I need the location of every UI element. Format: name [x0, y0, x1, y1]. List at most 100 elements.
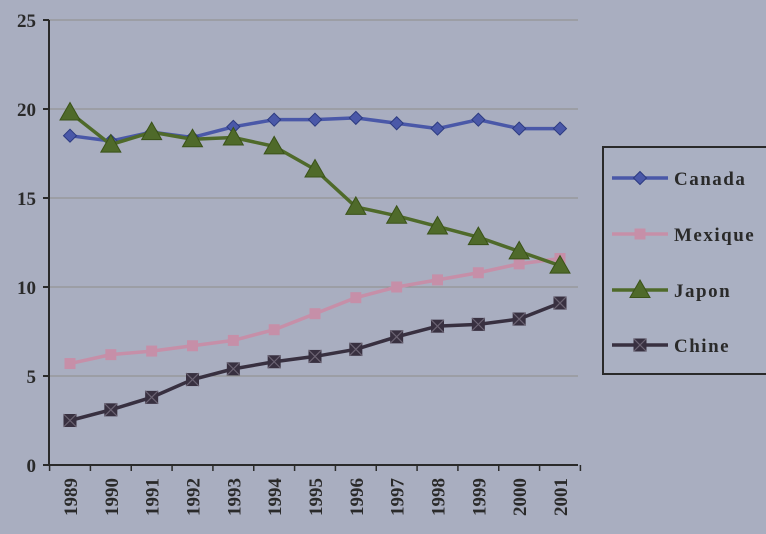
data-point [144, 390, 159, 405]
data-point [304, 158, 326, 178]
data-point [105, 349, 117, 361]
data-point-cross [185, 372, 200, 387]
data-point [59, 101, 81, 121]
data-point [634, 228, 646, 240]
data-point-cross [633, 338, 647, 352]
data-point-cross [144, 390, 159, 405]
x-tick-label: 1989 [61, 478, 82, 516]
data-point [471, 112, 486, 127]
x-tick-label: 1998 [429, 478, 450, 516]
legend: Canada Mexique Japon Chine [602, 146, 766, 375]
x-tick-label: 2001 [551, 478, 572, 516]
data-point [549, 254, 571, 274]
data-point [266, 112, 282, 127]
x-tick-label: 1993 [224, 478, 245, 516]
y-tick-label: 10 [17, 278, 36, 299]
legend-label: Canada [674, 169, 746, 190]
x-tick-label: 1997 [388, 478, 409, 517]
data-point-cross [430, 319, 445, 334]
data-point [513, 258, 525, 270]
data-point [350, 292, 362, 304]
legend-label: Chine [674, 336, 730, 357]
data-point-cross [308, 349, 322, 364]
data-point-cross [103, 402, 118, 417]
legend-entry-chine: Chine [612, 336, 730, 357]
x-tick-label: 1996 [347, 478, 368, 516]
legend-box [602, 146, 766, 375]
x-tick-label: 1995 [306, 478, 327, 516]
data-point [389, 329, 404, 344]
data-point [430, 319, 445, 334]
data-point [472, 267, 484, 279]
x-tick-label: 1999 [469, 478, 490, 516]
data-point [553, 296, 567, 310]
data-point [348, 110, 364, 126]
x-tick-label: 2000 [510, 478, 531, 516]
data-point-cross [389, 329, 404, 344]
legend-entry-mexique: Mexique [612, 225, 755, 246]
x-tick-labels: 1989 1990 1991 1992 1993 1994 1995 1996 1997 1998… [61, 478, 572, 517]
data-point-cross [348, 342, 363, 357]
data-point-cross [226, 361, 241, 376]
gridlines [49, 19, 578, 377]
data-point [471, 317, 486, 332]
x-tick-label: 1994 [265, 478, 286, 517]
data-point [62, 128, 78, 143]
data-point [344, 195, 367, 215]
x-tick-label: 1991 [143, 478, 164, 516]
data-point [308, 349, 322, 364]
data-point-cross [553, 296, 567, 310]
data-point [181, 128, 204, 148]
data-point [187, 340, 198, 352]
y-tick-label: 5 [27, 367, 37, 388]
legend-entry-canada: Canada [612, 169, 746, 190]
series-japon [59, 101, 571, 274]
data-point [185, 372, 200, 387]
data-point [99, 133, 122, 153]
x-tick-label: 1990 [102, 478, 123, 516]
data-point [512, 312, 527, 326]
y-tick-labels: 0 5 10 15 20 25 [17, 11, 36, 477]
data-point [140, 121, 163, 141]
series-chine [63, 296, 567, 428]
legend-label: Mexique [674, 225, 755, 246]
data-point [267, 354, 282, 369]
data-point [263, 135, 286, 155]
data-point [227, 334, 239, 346]
data-point [309, 308, 321, 320]
data-point [552, 121, 568, 136]
data-point [467, 226, 490, 246]
data-point [430, 121, 445, 136]
data-point [63, 413, 77, 428]
data-point [222, 126, 245, 146]
data-point [633, 338, 647, 352]
data-point [632, 170, 648, 186]
data-point [511, 121, 527, 136]
legend-label: Japon [674, 281, 731, 302]
data-point-cross [512, 312, 527, 326]
data-point [307, 112, 323, 127]
y-tick-label: 15 [17, 189, 36, 210]
data-point [226, 361, 241, 376]
data-point-cross [267, 354, 282, 369]
data-point [426, 215, 449, 235]
legend-entry-japon: Japon [612, 278, 731, 302]
data-point [348, 342, 363, 357]
data-point [508, 240, 531, 260]
y-tick-label: 20 [17, 100, 36, 121]
data-point [103, 402, 118, 417]
x-tick-label: 1992 [184, 478, 205, 516]
data-point-cross [63, 413, 77, 428]
data-point [146, 345, 158, 357]
data-point [629, 278, 651, 298]
data-point [432, 274, 443, 286]
data-point [385, 204, 408, 224]
series-group [59, 101, 571, 428]
data-point [391, 281, 403, 293]
y-tick-label: 0 [27, 456, 37, 477]
data-point [64, 358, 76, 370]
data-point-cross [471, 317, 486, 332]
data-point [389, 116, 404, 131]
y-tick-label: 25 [17, 11, 36, 32]
